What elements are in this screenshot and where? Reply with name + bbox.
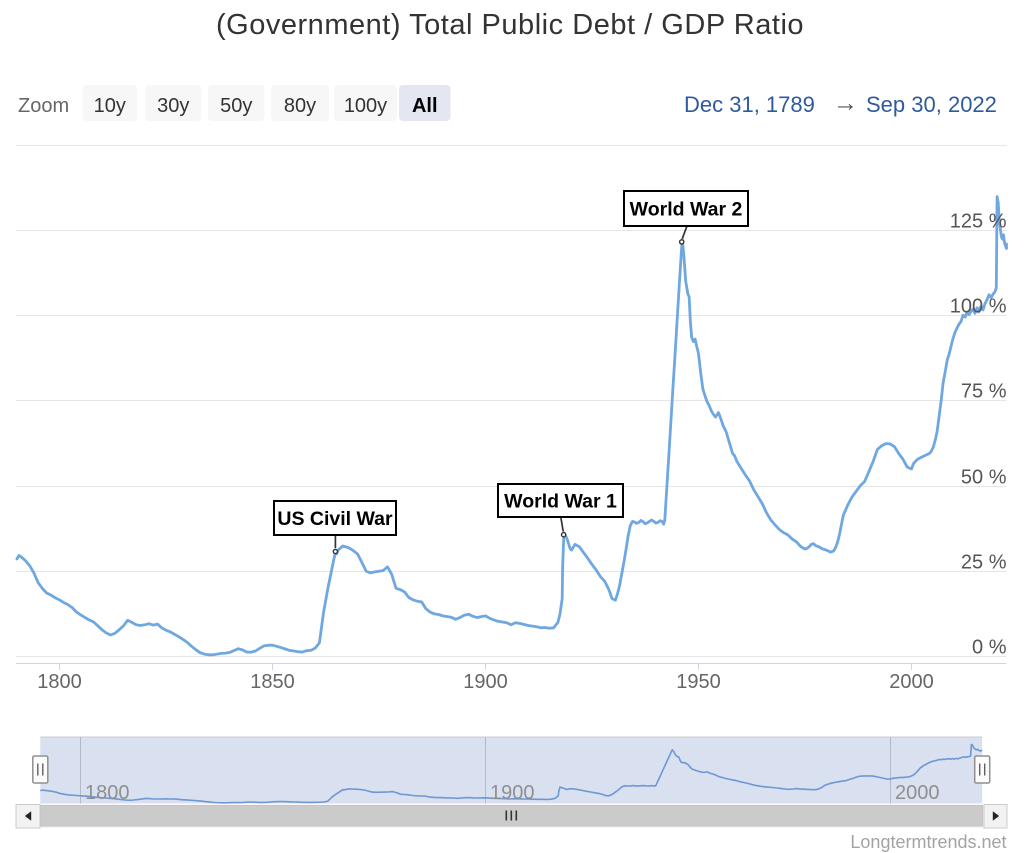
svg-text:1900: 1900 (463, 671, 508, 693)
svg-text:25 %: 25 % (961, 551, 1007, 573)
svg-text:50 %: 50 % (961, 466, 1007, 488)
svg-text:All: All (412, 95, 438, 117)
svg-text:US Civil War: US Civil War (277, 508, 393, 530)
svg-text:100y: 100y (344, 95, 387, 117)
svg-text:(Government) Total Public Debt: (Government) Total Public Debt / GDP Rat… (216, 9, 804, 41)
svg-text:1950: 1950 (676, 671, 721, 693)
svg-text:1850: 1850 (250, 671, 295, 693)
svg-text:Zoom: Zoom (18, 95, 69, 117)
svg-text:Sep 30, 2022: Sep 30, 2022 (866, 92, 997, 117)
svg-text:1800: 1800 (85, 782, 130, 804)
svg-text:75 %: 75 % (961, 380, 1007, 402)
svg-text:World War 1: World War 1 (504, 491, 617, 513)
svg-text:0 %: 0 % (972, 636, 1007, 658)
svg-text:World War 2: World War 2 (630, 199, 743, 221)
svg-text:100 %: 100 % (950, 295, 1007, 317)
svg-text:Dec 31, 1789: Dec 31, 1789 (684, 92, 815, 117)
svg-text:10y: 10y (94, 95, 126, 117)
svg-text:Longtermtrends.net: Longtermtrends.net (850, 832, 1006, 852)
svg-text:2000: 2000 (889, 671, 934, 693)
svg-text:50y: 50y (220, 95, 252, 117)
svg-text:30y: 30y (157, 95, 189, 117)
svg-text:1900: 1900 (490, 782, 535, 804)
svg-text:2000: 2000 (895, 782, 940, 804)
svg-text:125 %: 125 % (950, 210, 1007, 232)
svg-text:→: → (833, 89, 858, 117)
svg-text:1800: 1800 (37, 671, 82, 693)
svg-text:80y: 80y (284, 95, 316, 117)
